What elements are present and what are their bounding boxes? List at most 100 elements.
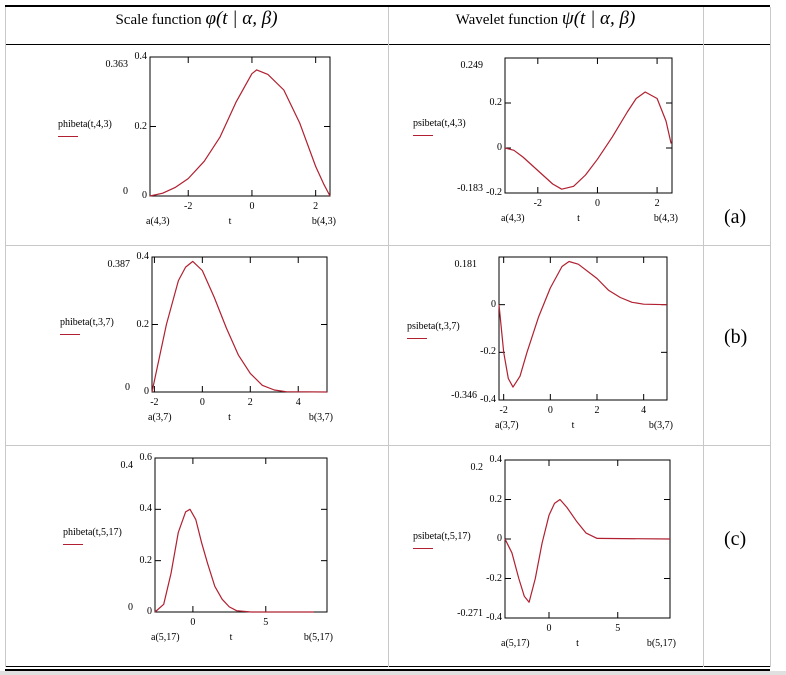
table-bottom-rule xyxy=(5,669,770,671)
x-tick-label: 2 xyxy=(247,397,253,408)
x-tick-label: 2 xyxy=(313,201,319,212)
legend-label: psibeta(t,3,7) xyxy=(407,320,460,332)
x-range-start-label: a(4,3) xyxy=(146,216,170,227)
x-axis-label: t xyxy=(577,213,580,224)
curve-a1 xyxy=(149,69,331,197)
curve-a2 xyxy=(504,91,672,190)
legend-label: phibeta(t,4,3) xyxy=(58,118,112,130)
y-tick-label: 0.2 xyxy=(489,493,503,505)
x-tick-label: 0 xyxy=(594,198,600,209)
bottom-value-marker: -0.271 xyxy=(457,608,483,619)
x-range-start-label: a(5,17) xyxy=(151,632,180,643)
x-tick-label: 2 xyxy=(594,405,600,416)
x-tick-label: 5 xyxy=(615,623,621,634)
legend-line xyxy=(413,134,433,136)
row-divider xyxy=(5,245,770,246)
table-bottom-rule xyxy=(5,666,770,667)
x-range-end-label: b(3,7) xyxy=(308,412,333,423)
x-axis-label: t xyxy=(228,216,232,227)
plot-b2 xyxy=(498,256,668,401)
plot-frame xyxy=(504,57,673,194)
y-tick-label: 0.4 xyxy=(136,251,150,262)
x-axis-label: t xyxy=(228,412,231,423)
top-value-marker: 0.387 xyxy=(107,259,131,270)
y-tick-label: -0.2 xyxy=(486,572,502,584)
x-tick-label: -2 xyxy=(150,397,159,408)
x-range-end-label: b(5,17) xyxy=(303,632,333,643)
bottom-value-marker: -0.183 xyxy=(457,183,483,194)
x-range-end-label: b(5,17) xyxy=(646,638,676,649)
top-value-marker: 0.181 xyxy=(454,259,478,270)
x-tick-label: 2 xyxy=(654,198,660,209)
column-divider xyxy=(5,7,6,667)
curve-b2 xyxy=(498,260,668,388)
bottom-value-marker: 0 xyxy=(123,186,128,197)
bottom-value-marker: 0 xyxy=(128,602,133,613)
bottom-strip xyxy=(0,671,786,675)
x-tick-label: -2 xyxy=(533,198,542,209)
legend-label: phibeta(t,5,17) xyxy=(63,527,122,538)
x-axis-label: t xyxy=(229,632,233,643)
y-tick-label: 0 xyxy=(491,298,496,310)
x-range-start-label: a(5,17) xyxy=(501,638,530,649)
plot-c1 xyxy=(154,457,328,613)
plot-b1 xyxy=(151,256,328,393)
top-value-marker: 0.4 xyxy=(120,460,134,471)
curve-b1 xyxy=(151,260,328,393)
curve-c1 xyxy=(154,508,314,613)
curve-c2 xyxy=(504,498,671,603)
x-axis-label: t xyxy=(576,638,579,649)
header-text: Scale function xyxy=(115,12,202,28)
header-math: ψ(t | α, β) xyxy=(561,8,636,29)
legend-label: psibeta(t,4,3) xyxy=(413,117,466,129)
plot-frame xyxy=(149,56,331,197)
plot-frame xyxy=(154,457,328,613)
row-tag-b: (b) xyxy=(724,326,748,348)
y-tick-label: 0.2 xyxy=(139,554,153,566)
x-tick-label: 0 xyxy=(190,617,196,628)
y-tick-label: 0.2 xyxy=(134,120,148,132)
y-tick-label: -0.2 xyxy=(486,187,502,198)
y-tick-label: 0 xyxy=(497,142,502,153)
x-tick-label: 0 xyxy=(546,623,552,634)
x-range-start-label: a(3,7) xyxy=(148,412,172,423)
x-tick-label: 4 xyxy=(295,397,301,408)
plot-a1 xyxy=(149,56,331,197)
x-range-start-label: a(4,3) xyxy=(501,213,525,224)
y-tick-label: -0.4 xyxy=(486,612,502,623)
table-top-rule xyxy=(5,5,770,7)
header-wavelet-function: Wavelet function ψ(t | α, β) xyxy=(388,8,703,30)
y-tick-label: 0 xyxy=(144,386,149,397)
top-value-marker: 0.2 xyxy=(470,462,484,473)
x-range-end-label: b(4,3) xyxy=(653,213,678,224)
row-tag-c: (c) xyxy=(724,528,747,550)
y-tick-label: 0.6 xyxy=(139,452,153,463)
x-tick-label: 5 xyxy=(263,617,269,628)
legend-label: phibeta(t,3,7) xyxy=(60,316,114,328)
y-tick-label: 0.4 xyxy=(134,51,148,62)
y-tick-label: -0.2 xyxy=(480,346,496,358)
plot-a2 xyxy=(504,57,673,194)
y-tick-label: 0 xyxy=(497,533,502,544)
plot-frame xyxy=(498,256,668,401)
header-rule xyxy=(5,44,770,45)
y-tick-label: 0.2 xyxy=(136,318,150,330)
column-divider xyxy=(703,7,704,667)
top-value-marker: 0.249 xyxy=(460,60,484,71)
row-tag-a: (a) xyxy=(724,206,747,228)
bottom-value-marker: 0 xyxy=(125,382,130,393)
legend-line xyxy=(63,544,83,545)
x-tick-label: 0 xyxy=(547,405,553,416)
plot-frame xyxy=(151,256,328,393)
y-tick-label: 0.4 xyxy=(139,503,153,515)
legend-line xyxy=(60,333,80,335)
x-tick-label: 0 xyxy=(249,201,255,212)
x-axis-label: t xyxy=(571,420,575,431)
legend-line xyxy=(58,135,78,137)
y-tick-label: 0 xyxy=(142,190,147,201)
plot-c2 xyxy=(504,459,671,619)
x-tick-label: 0 xyxy=(199,397,205,408)
x-tick-label: 4 xyxy=(641,405,647,416)
legend-label: psibeta(t,5,17) xyxy=(413,531,471,542)
legend-line xyxy=(413,548,433,549)
